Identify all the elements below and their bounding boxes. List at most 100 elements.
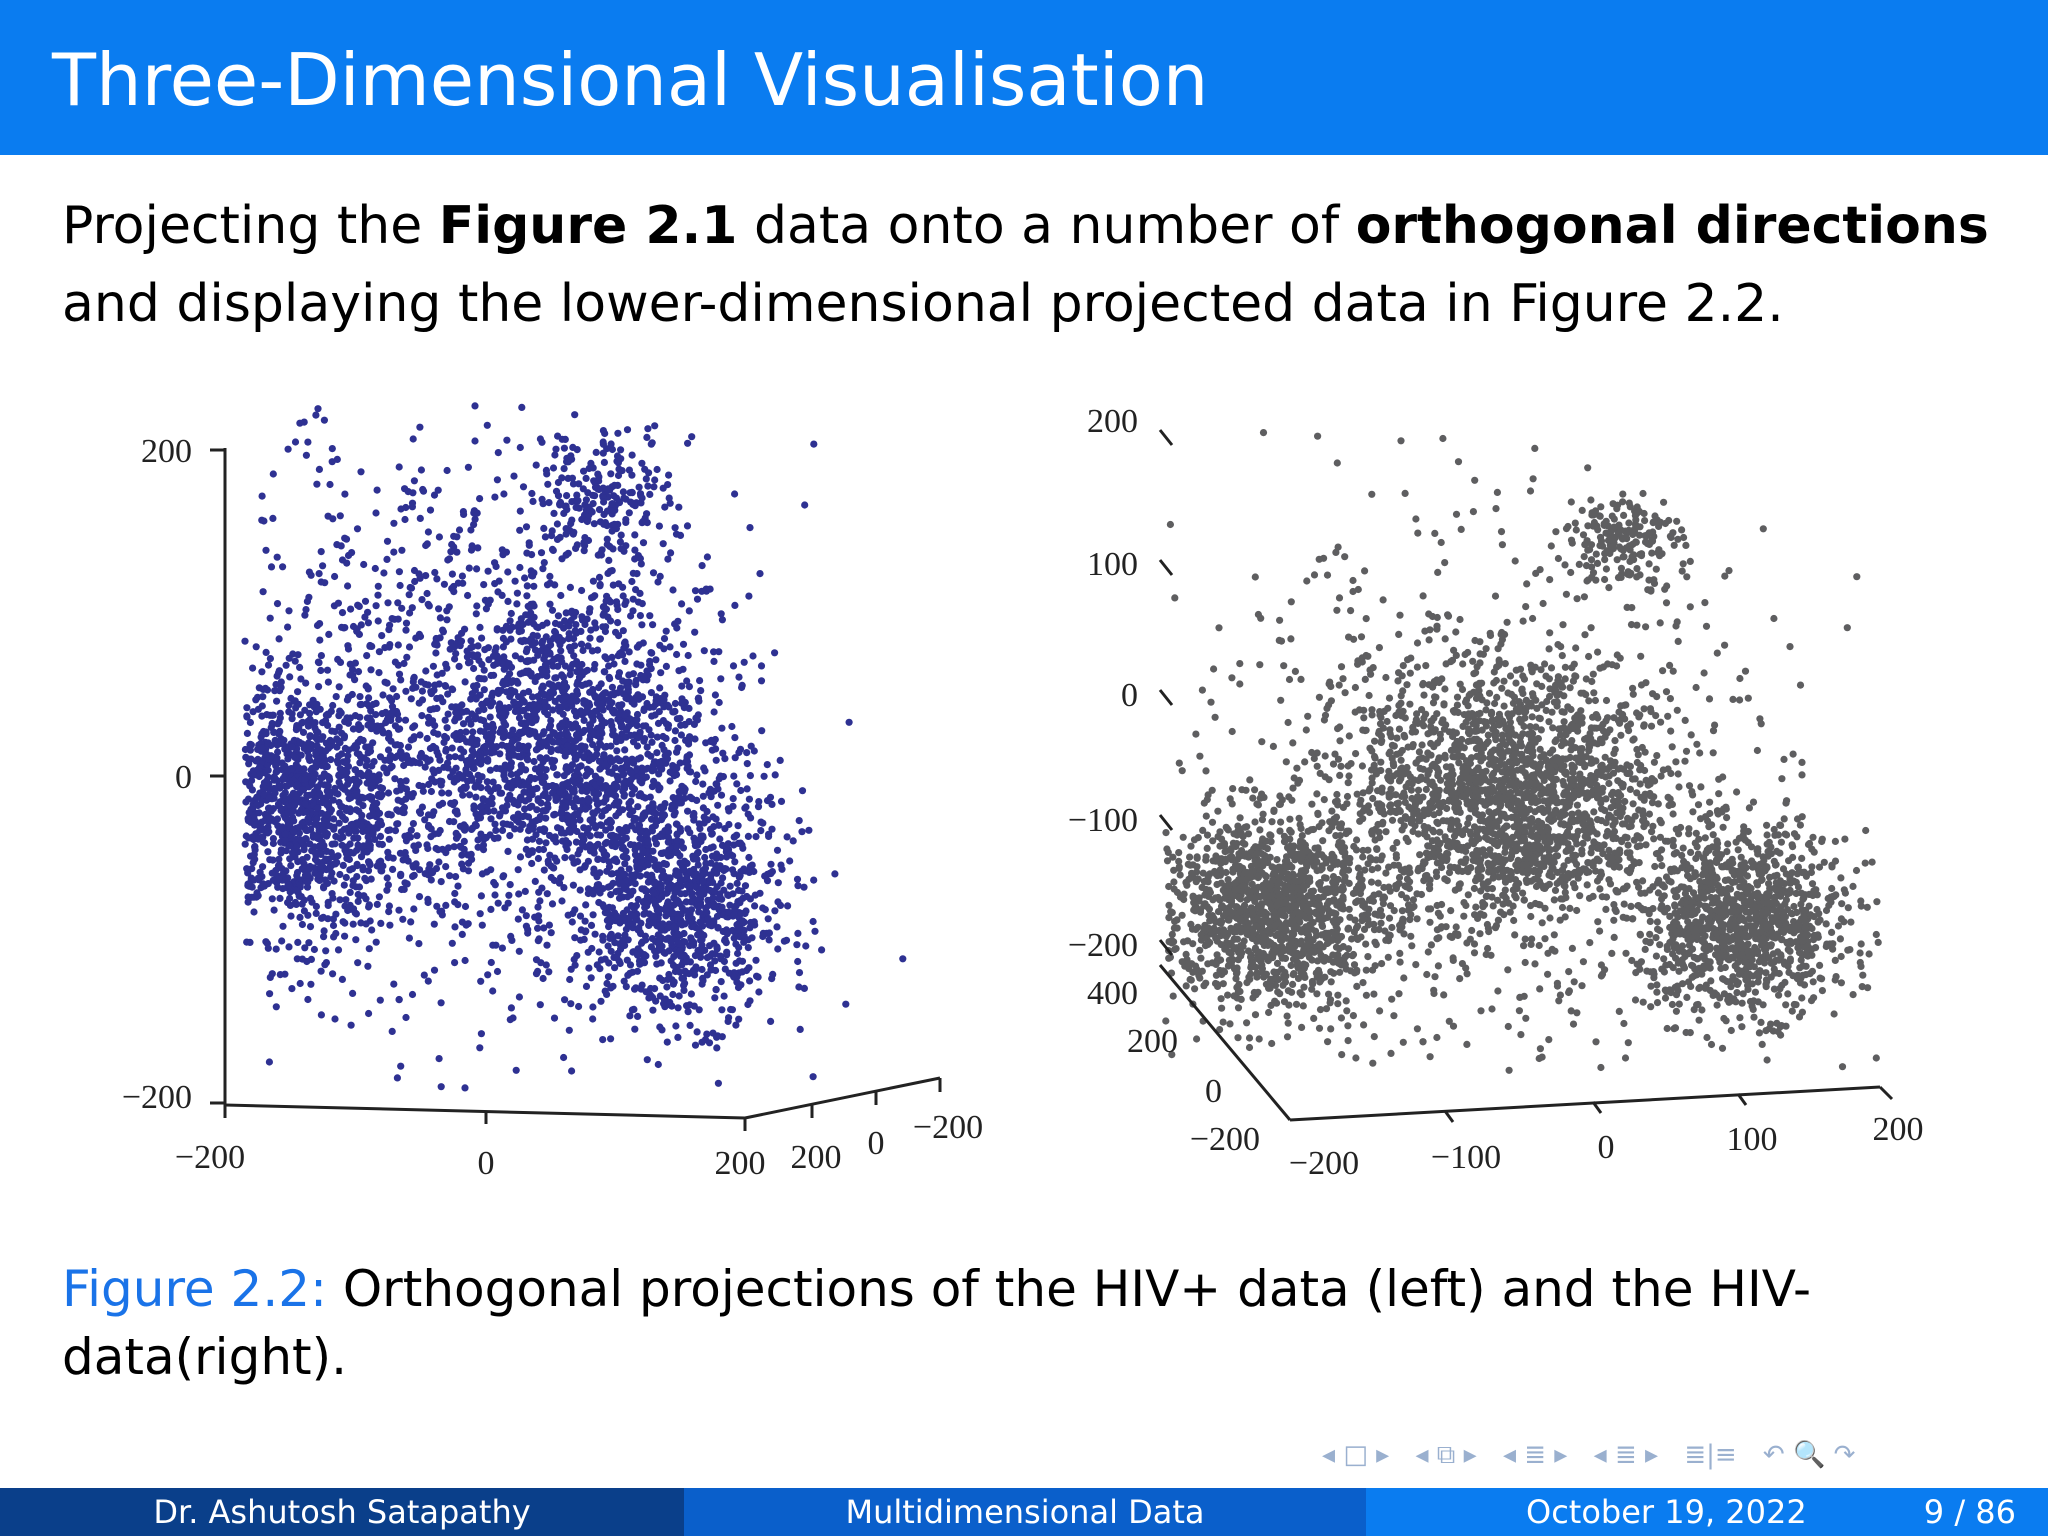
scatter-point (316, 871, 324, 879)
scatter-point (371, 564, 379, 573)
scatter-point (550, 509, 558, 517)
scatter-point (421, 870, 429, 878)
scatter-point (765, 936, 773, 944)
scatter-point (285, 701, 293, 709)
scatter-point (487, 815, 495, 823)
scatter-point (506, 832, 514, 840)
scatter-point (537, 549, 546, 557)
scatter-point (712, 745, 720, 753)
scatter-point (647, 873, 655, 881)
scatter-point (547, 641, 555, 649)
scatter-point (558, 435, 566, 443)
scatter-point (464, 463, 472, 471)
scatter-point (592, 795, 600, 803)
scatter-point (384, 881, 392, 889)
scatter-point (535, 837, 544, 845)
scatter-point (687, 898, 695, 906)
scatter-point (443, 466, 451, 475)
scatter-point (404, 758, 412, 767)
scatter-point (637, 959, 646, 967)
scatter-point (589, 890, 597, 898)
scatter-point (619, 651, 627, 659)
scatter-point (467, 850, 475, 859)
scatter-point (511, 652, 519, 660)
scatter-point (499, 733, 507, 742)
scatter-point (242, 798, 250, 806)
scatter-point (528, 859, 536, 868)
scatter-point (301, 611, 309, 619)
scatter-point (646, 490, 654, 498)
scatter-point (394, 641, 402, 649)
scatter-point (384, 848, 392, 856)
scatter-point (539, 637, 547, 645)
scatter-point (390, 519, 398, 527)
scatter-point (301, 800, 309, 808)
scatter-point (685, 740, 693, 748)
scatter-point (497, 686, 506, 695)
scatter-point (745, 853, 753, 862)
scatter-point (575, 504, 583, 512)
scatter-point (607, 891, 615, 899)
scatter-point (288, 715, 296, 723)
scatter-point (449, 686, 457, 694)
scatter-point (667, 851, 675, 859)
scatter-point (298, 920, 306, 929)
scatter-point (295, 823, 303, 831)
scatter-point (259, 838, 267, 846)
scatter-point (359, 842, 368, 850)
left-x-tick-label: −200 (175, 1139, 245, 1176)
scatter-point (660, 995, 669, 1004)
scatter-point (562, 837, 570, 845)
scatter-point (441, 682, 449, 690)
scatter-point (273, 815, 282, 823)
scatter-point (617, 531, 625, 539)
scatter-point (409, 435, 417, 443)
scatter-point (733, 879, 741, 888)
scatter-point (299, 786, 307, 794)
scatter-point (558, 474, 566, 482)
scatter-point (316, 636, 324, 644)
scatter-point (423, 589, 431, 598)
scatter-point (297, 893, 305, 901)
scatter-point (267, 563, 276, 571)
scatter-point (310, 775, 318, 783)
scatter-point (622, 834, 630, 842)
scatter-point (470, 802, 478, 810)
scatter-point (430, 808, 438, 816)
scatter-point (639, 517, 647, 526)
scatter-point (443, 616, 451, 624)
right-point-group (1162, 429, 1882, 1074)
scatter-point (467, 546, 476, 554)
scatter-point (378, 710, 386, 718)
scatter-point (385, 902, 393, 910)
scatter-point (510, 751, 518, 759)
scatter-point (480, 675, 488, 683)
scatter-point (263, 750, 271, 758)
scatter-point (669, 586, 677, 594)
scatter-point (664, 555, 672, 563)
scatter-point (464, 591, 472, 600)
scatter-point (478, 802, 486, 810)
scatter-point (408, 604, 416, 612)
scatter-point (717, 675, 725, 683)
scatter-point (269, 839, 277, 848)
scatter-point (688, 433, 696, 441)
scatter-point (639, 676, 647, 684)
scatter-point (403, 880, 411, 888)
scatter-point (304, 438, 312, 446)
scatter-point (542, 766, 550, 774)
scatter-point (296, 808, 304, 816)
scatter-point (651, 422, 659, 430)
scatter-point (360, 892, 368, 900)
scatter-point (582, 982, 591, 991)
scatter-point (283, 782, 291, 790)
scatter-point (258, 668, 266, 676)
scatter-point (336, 896, 344, 904)
scatter-point (304, 995, 312, 1004)
scatter-point (357, 468, 365, 476)
scatter-point (480, 743, 488, 752)
scatter-point (546, 572, 554, 581)
scatter-point (489, 698, 497, 707)
scatter-point (344, 827, 353, 835)
scatter-point (609, 982, 617, 990)
